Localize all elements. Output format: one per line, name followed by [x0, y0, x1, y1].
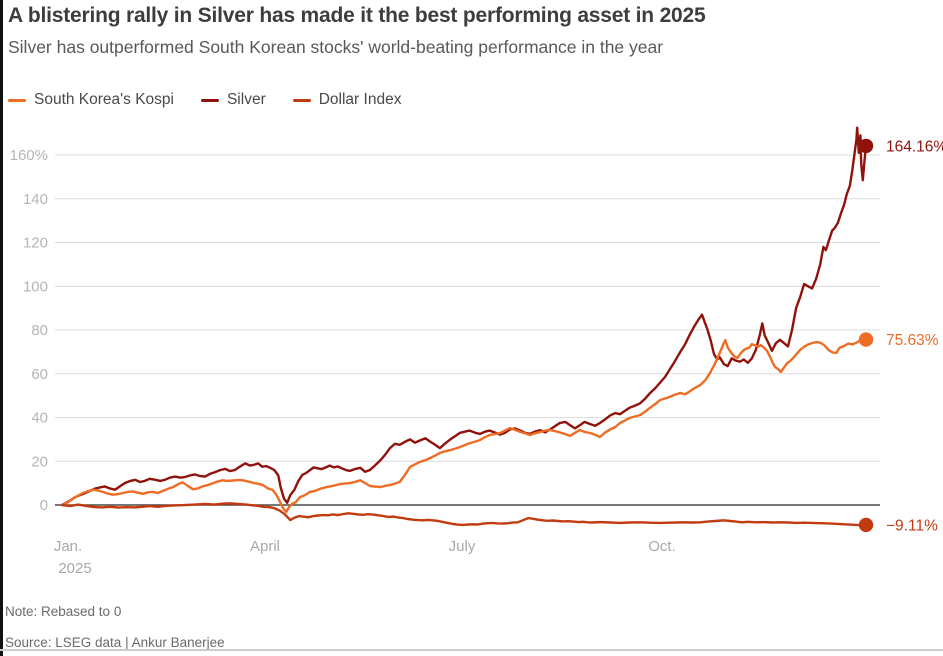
x-tick-sublabel-2025: 2025 [58, 560, 91, 577]
legend-label-dollar: Dollar Index [318, 91, 402, 108]
legend-item-silver: Silver [200, 91, 266, 109]
legend: South Korea's Kospi Silver Dollar Index [8, 91, 401, 109]
y-tick-label-80: 80 [31, 322, 48, 339]
chart-source: Source: LSEG data | Ankur Banerjee [5, 635, 225, 650]
y-tick-label-20: 20 [31, 453, 48, 470]
series-line-south-korea-s-kospi [60, 338, 868, 514]
chart-note: Note: Rebased to 0 [5, 604, 122, 619]
y-tick-label-120: 120 [23, 235, 48, 252]
series-end-label-south-korea-s-kospi: 75.63% [886, 332, 939, 349]
y-tick-label-40: 40 [31, 410, 48, 427]
bottom-divider [0, 649, 943, 651]
legend-label-silver: Silver [226, 91, 266, 108]
line-chart: 0 20 40 60 80 100 120 140 160% Jan. 2025 April July O… [0, 120, 943, 595]
y-tick-label-140: 140 [23, 191, 48, 208]
series-end-label-dollar-index: −9.11% [886, 517, 938, 534]
left-frame-border [0, 0, 3, 656]
series-end-label-silver: 164.16% [886, 138, 943, 155]
x-tick-label-oct: Oct. [648, 538, 676, 555]
chart-canvas: 0 20 40 60 80 100 120 140 160% Jan. 2025 April July O… [10, 126, 943, 577]
silver-line-swatch-icon [200, 98, 219, 102]
chart-subtitle: Silver has outperformed South Korean sto… [8, 37, 664, 57]
series-end-dot-south-korea-s-kospi [858, 332, 874, 347]
legend-label-kospi: South Korea's Kospi [34, 91, 174, 108]
x-tick-label-jan: Jan. [54, 538, 82, 555]
y-tick-label-100: 100 [23, 278, 48, 295]
legend-item-kospi: South Korea's Kospi [8, 91, 174, 109]
kospi-line-swatch-icon [8, 98, 26, 102]
chart-title: A blistering rally in Silver has made it… [8, 4, 706, 27]
series-end-dot-dollar-index [858, 517, 874, 533]
legend-item-dollar: Dollar Index [292, 91, 402, 109]
x-tick-label-april: April [250, 538, 280, 555]
series-end-dot-silver [858, 138, 874, 154]
series-line-dollar-index [60, 502, 868, 527]
dollar-line-swatch-icon [292, 98, 311, 102]
x-tick-label-july: July [449, 538, 476, 555]
series-line-silver [60, 126, 868, 507]
y-tick-label-160: 160% [10, 147, 48, 164]
y-tick-label-0: 0 [40, 497, 48, 514]
y-tick-label-60: 60 [31, 366, 48, 383]
